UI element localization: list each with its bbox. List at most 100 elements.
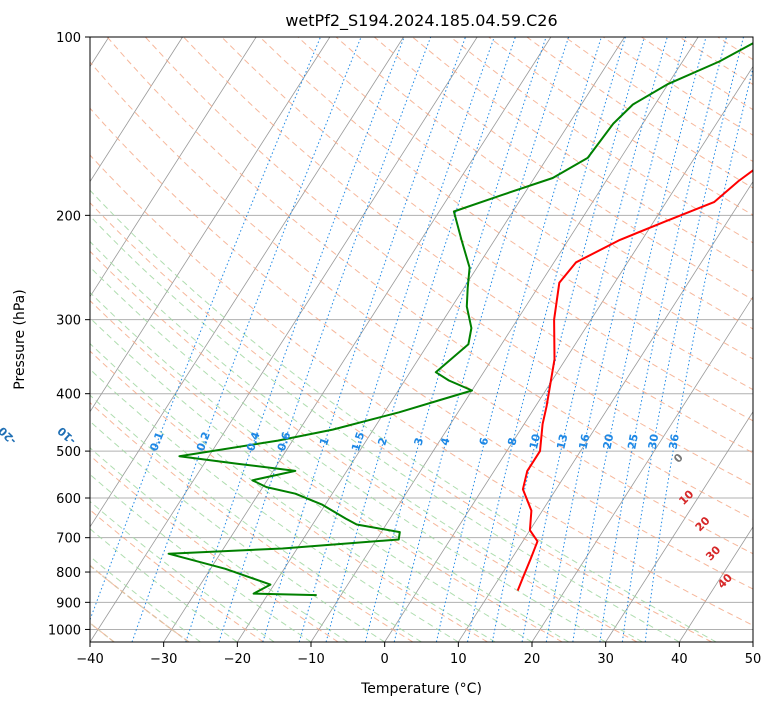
plot-background bbox=[90, 37, 753, 642]
mixing-ratio-label: 0.2 bbox=[194, 430, 213, 453]
isotherm-line bbox=[384, 65, 753, 642]
y-tick-label: 900 bbox=[56, 596, 81, 611]
dewpoint-profile bbox=[167, 42, 753, 597]
y-tick-label: 200 bbox=[56, 209, 81, 224]
x-tick-label: −30 bbox=[150, 652, 177, 667]
mixing-ratio-label: 0.4 bbox=[244, 430, 263, 453]
y-tick-label: 400 bbox=[56, 388, 81, 403]
moist-adiabat-line bbox=[90, 317, 533, 642]
isotherm-line bbox=[605, 411, 753, 642]
mixing-ratio-label: 10 bbox=[527, 432, 543, 450]
mixing-ratio-line bbox=[131, 37, 362, 642]
background-lines bbox=[90, 37, 753, 642]
isotherm-line bbox=[90, 37, 257, 298]
y-tick-label: 800 bbox=[56, 566, 81, 581]
x-tick-label: 50 bbox=[745, 652, 762, 667]
x-tick-label: 40 bbox=[671, 652, 688, 667]
x-tick-label: 0 bbox=[381, 652, 389, 667]
mixing-ratio-label: 13 bbox=[554, 433, 570, 451]
y-axis-label: Pressure (hPa) bbox=[12, 289, 28, 389]
moist-adiabat-line bbox=[90, 394, 422, 642]
x-tick-label: 20 bbox=[524, 652, 541, 667]
isotherm-line bbox=[457, 180, 753, 642]
mixing-ratio-line bbox=[644, 65, 753, 642]
dry-adiabat-line bbox=[259, 37, 753, 391]
moist-adiabat-line bbox=[90, 555, 201, 642]
dry-adiabat-line bbox=[90, 61, 753, 555]
moist-adiabat-line bbox=[90, 240, 643, 642]
mixing-ratio-line bbox=[599, 37, 727, 642]
moist-adiabat-line bbox=[90, 528, 238, 642]
plot-frame bbox=[89, 36, 754, 643]
moist-adiabat-line bbox=[90, 473, 312, 642]
isotherm-line bbox=[531, 295, 753, 642]
dry-adiabat-line bbox=[90, 564, 190, 642]
mixing-ratio-line bbox=[185, 37, 405, 642]
mixing-ratio-label: 16 bbox=[576, 432, 592, 450]
mixing-ratio-label: 30 bbox=[646, 433, 662, 451]
dry-adiabat-line bbox=[90, 454, 339, 642]
x-tick-label: −20 bbox=[224, 652, 251, 667]
dry-adiabat-line bbox=[90, 300, 563, 642]
moist-adiabat-line bbox=[90, 291, 570, 642]
mixing-ratio-line bbox=[521, 37, 668, 642]
dry-adiabat-line bbox=[373, 37, 753, 301]
mixing-ratio-line bbox=[90, 37, 321, 622]
moist-adiabat-line bbox=[90, 447, 349, 642]
dry-adiabat-line bbox=[90, 154, 753, 626]
x-tick-label: 30 bbox=[597, 652, 614, 667]
dry-adiabat-line bbox=[221, 37, 753, 422]
series-layer bbox=[167, 42, 753, 597]
mixing-ratio-label: 25 bbox=[625, 433, 641, 450]
y-tick-label: 1000 bbox=[48, 623, 81, 638]
dry-adiabat-line bbox=[90, 509, 264, 642]
mixing-ratio-line bbox=[364, 37, 547, 642]
y-tick-label: 100 bbox=[56, 31, 81, 46]
y-tick-label: 600 bbox=[56, 492, 81, 507]
chart-title: wetPf2_S194.2024.185.04.59.C26 bbox=[285, 11, 557, 31]
mixing-ratio-label: 20 bbox=[601, 432, 617, 450]
mixing-ratio-label: 1.5 bbox=[349, 430, 367, 452]
x-tick-label: −40 bbox=[76, 652, 103, 667]
isotherm-line bbox=[163, 37, 552, 642]
axes: −40 −30 −20 −10 0 10 20 30 40 5010020030040050060… bbox=[48, 31, 761, 667]
mixing-ratio-line bbox=[435, 37, 602, 642]
mixing-ratio-line bbox=[545, 37, 687, 642]
moist-adiabat-line bbox=[90, 342, 496, 642]
mixing-ratio-label: 36 bbox=[666, 433, 681, 451]
mixing-ratio-line bbox=[572, 37, 707, 642]
isotherm-line bbox=[90, 37, 404, 528]
mixing-ratio-label: 1 bbox=[317, 436, 332, 447]
mixing-ratio-label: 8 bbox=[505, 436, 519, 447]
isotherm-line bbox=[678, 526, 753, 642]
moist-adiabat-line bbox=[90, 266, 606, 642]
isotherm-line bbox=[90, 37, 183, 183]
mixing-ratio-line bbox=[325, 37, 516, 642]
mixing-ratio-line bbox=[621, 37, 744, 642]
dry-adiabat-line bbox=[106, 37, 753, 520]
mixing-ratio-label: 4 bbox=[438, 436, 453, 447]
mixing-ratio-label: 6 bbox=[477, 436, 492, 447]
isotherm-line bbox=[236, 37, 625, 642]
moist-adiabat-line bbox=[90, 189, 717, 642]
isotherm-line bbox=[90, 37, 331, 413]
dry-adiabat-line bbox=[90, 107, 753, 590]
y-tick-label: 700 bbox=[56, 532, 81, 547]
mixing-ratio-label: 3 bbox=[412, 436, 427, 447]
dry-adiabat-line bbox=[90, 202, 712, 642]
x-tick-label: −10 bbox=[297, 652, 324, 667]
x-tick-label: 10 bbox=[450, 652, 467, 667]
isotherm-line bbox=[90, 37, 478, 642]
dry-adiabat-line bbox=[90, 250, 638, 642]
moist-adiabat-line bbox=[90, 500, 275, 642]
mixing-ratio-line bbox=[218, 37, 432, 642]
mixing-ratio-label: 2 bbox=[375, 436, 390, 447]
dry-adiabat-line bbox=[297, 37, 753, 360]
dry-adiabat-line bbox=[90, 350, 488, 642]
x-axis-label: Temperature (°C) bbox=[360, 681, 482, 697]
dry-adiabat-line bbox=[90, 402, 414, 642]
y-tick-label: 500 bbox=[56, 445, 81, 460]
moist-adiabat-line bbox=[90, 215, 680, 642]
y-tick-label: 300 bbox=[56, 314, 81, 329]
